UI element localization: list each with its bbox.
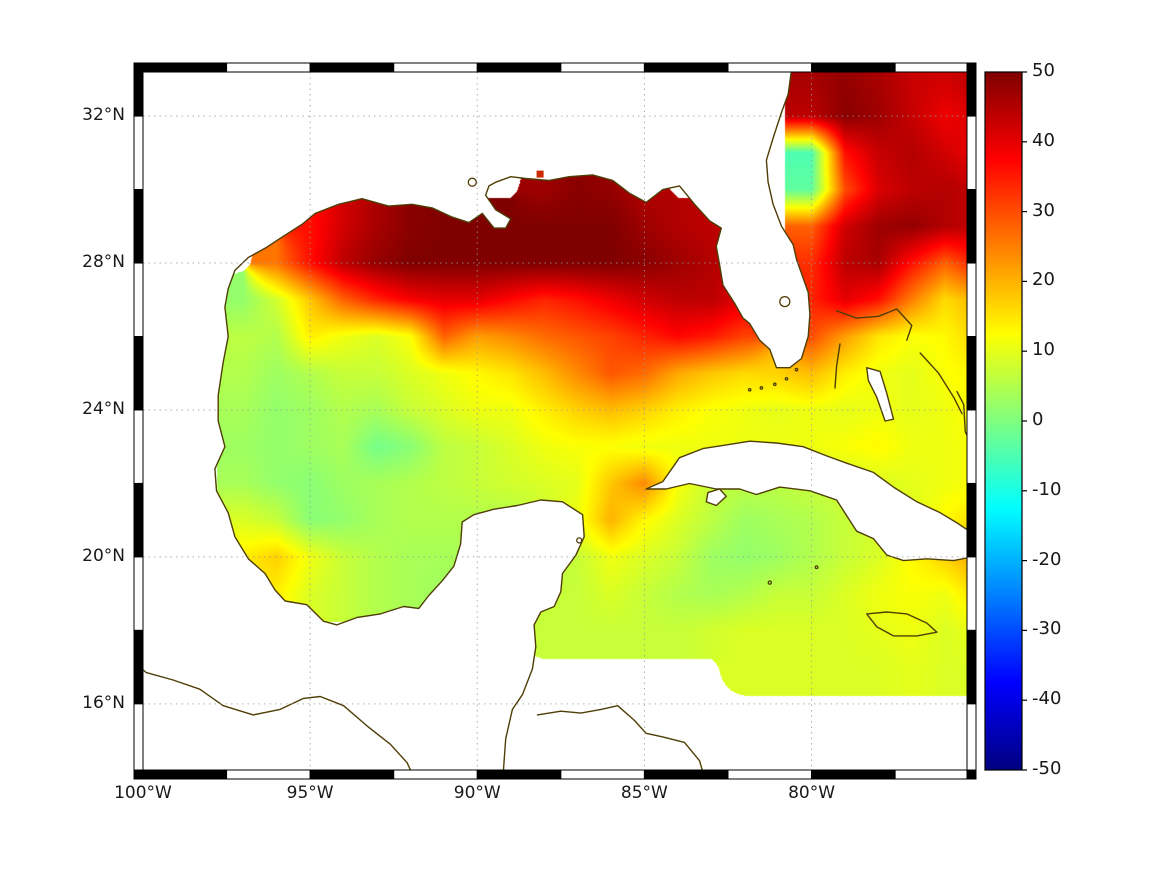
map-frame <box>133 62 977 780</box>
frame-segment <box>560 62 645 73</box>
y-tick-label: 20°N <box>82 545 125 566</box>
map-layers <box>143 72 967 770</box>
frame-segment <box>393 769 478 780</box>
frame-segment <box>133 409 144 484</box>
colorbar-tick-label: -10 <box>1032 478 1062 500</box>
frame-segment <box>133 482 144 558</box>
colorbar-tick-label: -50 <box>1032 758 1062 779</box>
grand-cayman-outline <box>767 580 773 585</box>
frame-segment <box>133 629 144 705</box>
y-tick-label: 32°N <box>82 105 125 126</box>
colorbar-tick-label: -20 <box>1032 548 1062 570</box>
frame-segment <box>226 62 311 73</box>
coastline-little-bahama-bank <box>835 308 913 341</box>
frame-segment <box>133 703 144 771</box>
colorbar-tick-label: -40 <box>1032 688 1062 710</box>
frame-segment <box>966 62 977 73</box>
colorbar-border <box>984 71 1023 771</box>
frame-segment <box>894 62 968 73</box>
frame-segment <box>643 62 729 73</box>
frame-segment <box>309 769 395 780</box>
frame-segment <box>142 769 228 780</box>
frame-segment <box>966 262 977 338</box>
lake-pontchartrain-outline <box>467 177 477 187</box>
frame-segment <box>966 115 977 191</box>
coastline-mainland-north-america <box>143 72 811 770</box>
colorbar-gradient <box>985 72 1022 770</box>
colorbar-tick-label: 0 <box>1032 409 1044 430</box>
colorbar-tick-label: 20 <box>1032 269 1055 291</box>
frame-segment <box>133 336 144 411</box>
coastline-cat-long-island-chain <box>956 390 967 437</box>
frame-segment <box>133 189 144 264</box>
florida-key-1-outline <box>794 367 799 372</box>
frame-segment <box>476 769 562 780</box>
frame-segment <box>811 769 896 780</box>
florida-key-2-outline <box>784 376 789 381</box>
frame-segment <box>966 71 977 117</box>
frame-segment <box>476 62 562 73</box>
frame-segment <box>226 769 311 780</box>
frame-segment <box>133 71 144 117</box>
lake-okeechobee-outline <box>779 295 791 308</box>
frame-segment <box>894 769 968 780</box>
frame-segment <box>309 62 395 73</box>
coastline-honduras-coast <box>536 705 703 770</box>
colorbar-tick-label: 10 <box>1032 339 1055 361</box>
frame-segment <box>133 115 144 191</box>
y-tick-label: 16°N <box>82 692 125 713</box>
x-tick-label: 100°W <box>114 783 172 803</box>
frame-segment <box>811 62 896 73</box>
x-tick-label: 80°W <box>788 783 836 803</box>
frame-segment <box>966 629 977 705</box>
colorbar-tick-label: -30 <box>1032 618 1062 640</box>
x-tick-label: 95°W <box>286 783 334 803</box>
cozumel-outline <box>576 537 583 544</box>
coastline-isla-de-la-juventud <box>705 488 727 507</box>
coastline-eleuthera-exuma-chain <box>919 352 963 415</box>
y-tick-label: 24°N <box>82 398 125 419</box>
frame-segment <box>133 262 144 338</box>
coastline-jamaica <box>866 611 938 637</box>
frame-segment <box>727 769 813 780</box>
frame-segment <box>966 556 977 631</box>
frame-segment <box>133 769 144 780</box>
frame-segment <box>393 62 478 73</box>
x-tick-label: 90°W <box>453 783 501 803</box>
coastline-cuba <box>645 440 967 562</box>
frame-segment <box>133 62 144 73</box>
frame-segment <box>727 62 813 73</box>
colorbar-tick-label: 40 <box>1032 129 1055 151</box>
coastal-data-spot <box>536 170 544 178</box>
frame-segment <box>966 769 977 780</box>
y-tick-label: 28°N <box>82 252 125 273</box>
frame-segment <box>966 482 977 558</box>
frame-segment <box>142 62 228 73</box>
florida-key-4-outline <box>759 386 764 390</box>
frame-segment <box>560 769 645 780</box>
coastline-bimini-bank-edge <box>834 343 841 389</box>
frame-segment <box>966 703 977 771</box>
x-tick-label: 85°W <box>620 783 668 803</box>
frame-segment <box>643 769 729 780</box>
florida-key-5-outline <box>747 387 752 392</box>
coastline-andros-island <box>866 367 895 422</box>
cayman-brac-outline <box>814 565 819 570</box>
colorbar-tick-label: 50 <box>1032 60 1055 81</box>
colorbar-tick-label: 30 <box>1032 199 1055 221</box>
frame-segment <box>966 189 977 264</box>
frame-segment <box>966 336 977 411</box>
florida-key-3-outline <box>772 382 777 387</box>
frame-segment <box>966 409 977 484</box>
frame-segment <box>133 556 144 631</box>
